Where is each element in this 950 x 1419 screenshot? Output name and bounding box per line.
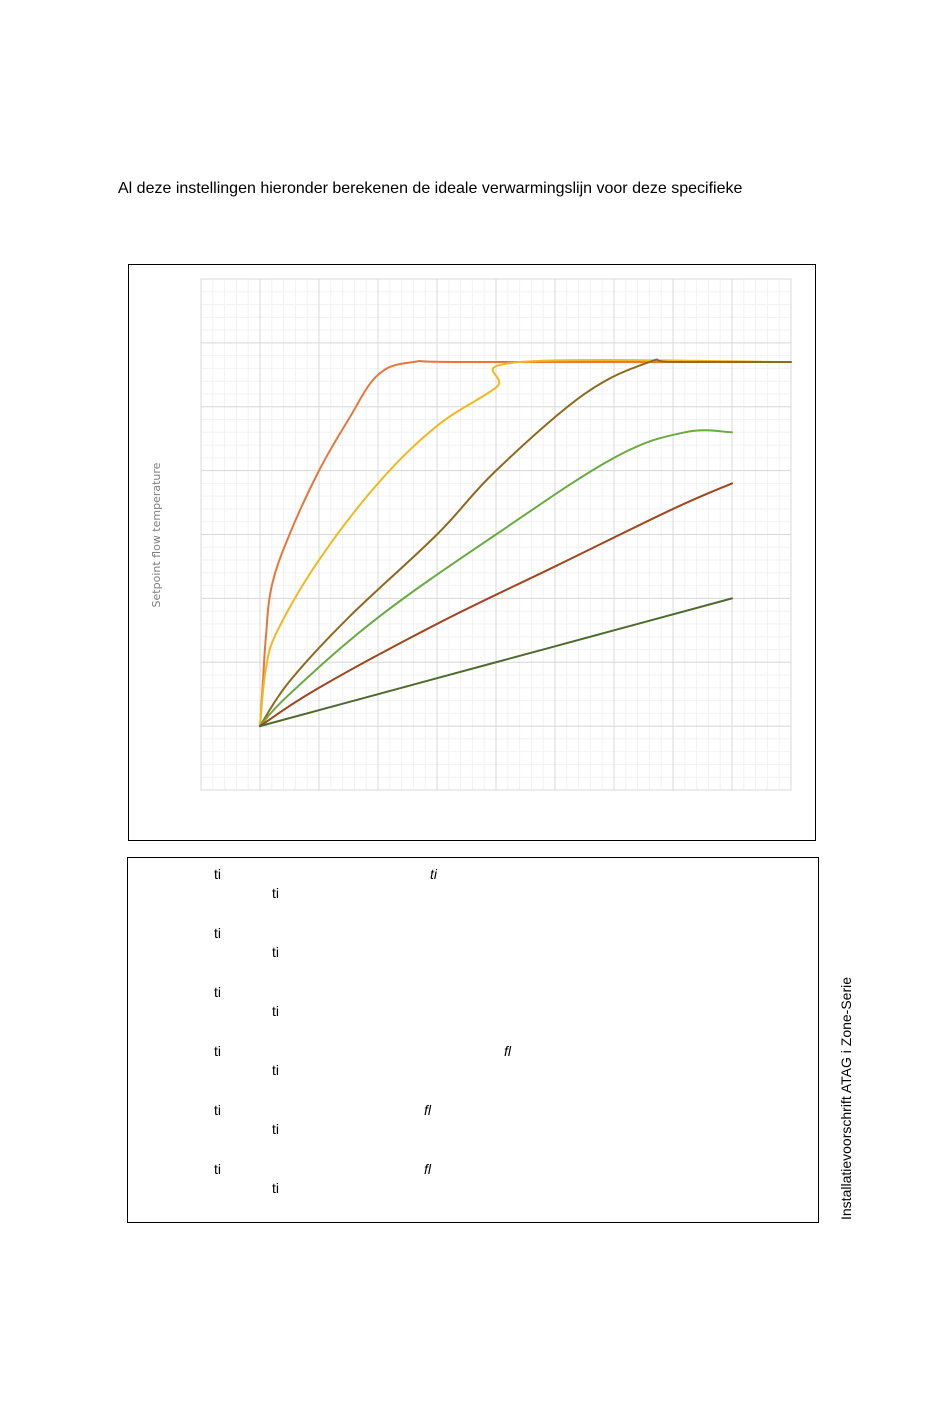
ligature-text: fl: [424, 1161, 431, 1177]
heating-curve-chart: Setpoint flow temperature: [128, 264, 816, 841]
series-group: [259, 358, 792, 728]
series-line-4: [259, 429, 733, 728]
chart-svg: Setpoint flow temperature: [150, 278, 792, 791]
ligature-text: fl: [424, 1102, 431, 1118]
legend-box: ti ti ti ti ti ti ti ti fl ti ti fl ti t…: [127, 857, 819, 1223]
ligature-text: ti: [430, 866, 437, 882]
series-line-1: [259, 360, 792, 728]
ligature-text: ti: [214, 1161, 221, 1177]
side-caption: Installatievoorschrift ATAG i Zone-Serie: [838, 976, 854, 1220]
ligature-text: ti: [214, 866, 221, 882]
series-line-5: [259, 482, 733, 728]
ligature-text: ti: [214, 984, 221, 1000]
plot-area-border: [200, 278, 792, 791]
ligature-text: ti: [272, 1121, 279, 1137]
ligature-text: ti: [214, 1043, 221, 1059]
series-line-3: [259, 358, 792, 728]
y-axis-label: Setpoint flow temperature: [150, 462, 163, 607]
ligature-text: ti: [214, 925, 221, 941]
series-line-2: [259, 358, 792, 728]
intro-text: Al deze instellingen hieronder berekenen…: [118, 180, 743, 197]
ligature-text: ti: [272, 1003, 279, 1019]
ligature-text: fl: [504, 1043, 511, 1059]
ligature-text: ti: [272, 1180, 279, 1196]
ligature-text: ti: [272, 944, 279, 960]
ligature-text: ti: [214, 1102, 221, 1118]
ligature-text: ti: [272, 885, 279, 901]
series-line-6: [259, 597, 733, 728]
ligature-text: ti: [272, 1062, 279, 1078]
